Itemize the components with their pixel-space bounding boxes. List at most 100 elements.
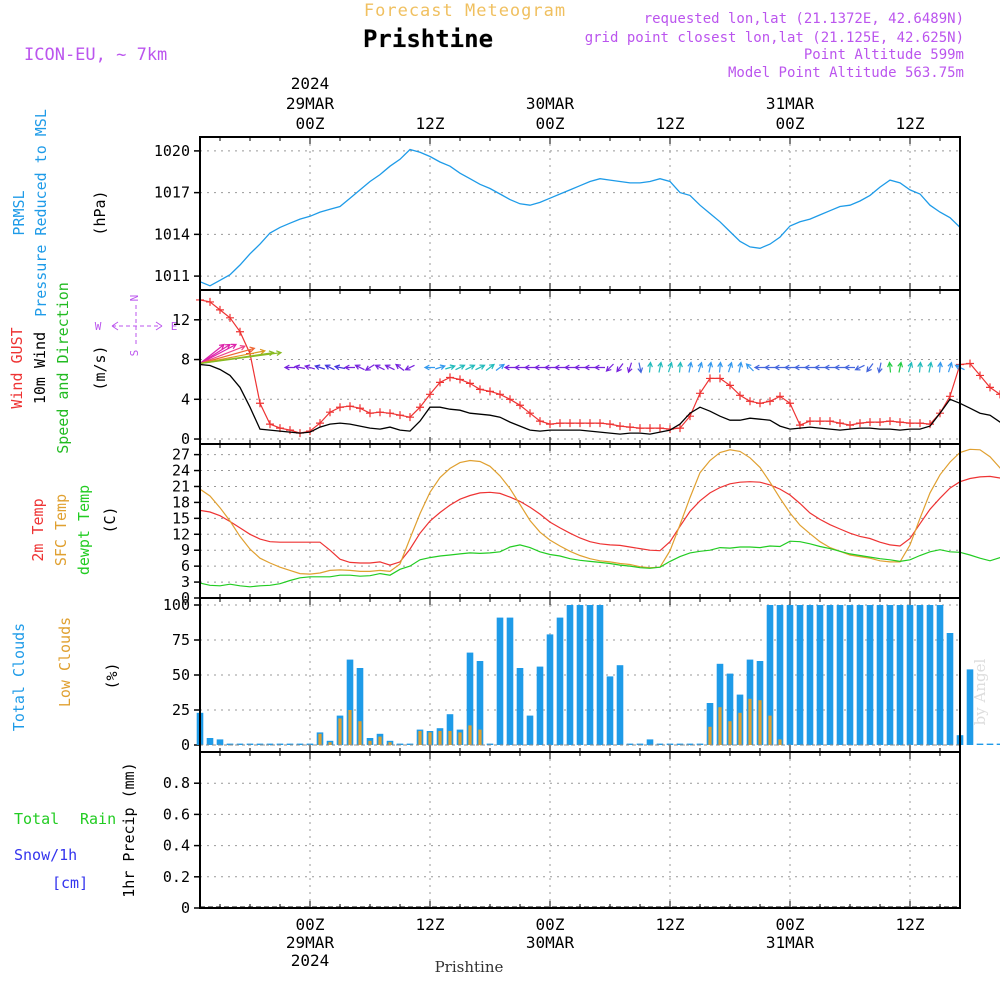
- total-cloud-bar: [506, 617, 514, 745]
- total-cloud-bar: [916, 605, 924, 745]
- wind-direction-arrow: [707, 361, 714, 373]
- wind-direction-arrow: [745, 363, 754, 372]
- total-cloud-bar: [886, 605, 894, 745]
- wind-direction-arrow: [455, 364, 466, 371]
- low-cloud-bar: [368, 740, 372, 745]
- wind-direction-arrow: [324, 364, 335, 371]
- gust-marker: [326, 408, 334, 417]
- y-tick-label: 24: [172, 462, 190, 480]
- total-cloud-bar: [486, 743, 494, 745]
- wind-line: [199, 363, 1000, 435]
- prmsl-long-label: Pressure Reduced to MSL: [32, 109, 50, 317]
- gust-marker: [386, 409, 394, 418]
- y-tick-label: 0: [181, 736, 190, 754]
- gust-marker: [516, 401, 524, 410]
- total-cloud-bar: [236, 743, 244, 745]
- low-cloud-bar: [338, 718, 342, 745]
- wind-direction-arrow: [616, 363, 624, 373]
- total-cloud-bar: [256, 743, 264, 745]
- low-cloud-bar: [728, 721, 732, 745]
- footer-place: Prishtine: [435, 958, 504, 976]
- wind-direction-arrow: [533, 364, 545, 371]
- total-cloud-bar: [896, 605, 904, 745]
- gust-marker: [916, 419, 924, 428]
- wind-direction-arrow: [394, 363, 405, 371]
- y-tick-label: 50: [172, 666, 190, 684]
- gust-marker: [696, 389, 704, 398]
- wind-direction-arrow: [843, 364, 855, 371]
- wind-direction-arrow: [717, 361, 723, 373]
- y-tick-label: 12: [172, 525, 190, 543]
- total-cloud-bar: [826, 605, 834, 745]
- gust-marker: [256, 399, 264, 408]
- gust-marker: [826, 417, 834, 426]
- wind-direction-arrow: [435, 364, 446, 371]
- wind-direction-arrow: [384, 364, 395, 371]
- gust-marker: [566, 419, 574, 428]
- y-tick-label: 6: [181, 557, 190, 575]
- total-cloud-bar: [646, 739, 654, 745]
- gust-marker: [236, 327, 244, 336]
- gust-marker: [526, 409, 534, 418]
- compass-e: E: [171, 320, 178, 333]
- total-cloud-bar: [356, 668, 364, 745]
- prmsl-line: [199, 148, 961, 287]
- model-altitude: Model Point Altitude 563.75m: [728, 65, 964, 81]
- gust-marker: [906, 419, 914, 428]
- total-cloud-bar: [926, 605, 934, 745]
- gust-marker: [586, 419, 594, 428]
- gust-marker: [626, 423, 634, 432]
- low-cloud-bar: [738, 712, 742, 745]
- wind-direction-arrow: [907, 361, 914, 373]
- total-cloud-bar: [836, 605, 844, 745]
- gust-marker: [616, 422, 624, 431]
- total-cloud-bar: [616, 665, 624, 745]
- total-cloud-bar: [946, 633, 954, 745]
- compass-w: W: [95, 320, 102, 333]
- total-cloud-bar: [776, 605, 784, 745]
- gust-label: Wind GUST: [8, 327, 26, 408]
- gust-marker: [606, 420, 614, 429]
- gust-marker: [396, 411, 404, 420]
- gust-marker: [996, 390, 1000, 399]
- bottom-time-label: 29MAR: [286, 933, 335, 952]
- gust-marker: [336, 403, 344, 412]
- total-cloud-bar: [216, 739, 224, 745]
- wind-direction-arrow: [937, 361, 943, 373]
- gust-marker: [816, 417, 824, 426]
- total-cloud-bar: [816, 605, 824, 745]
- place-title: Prishtine: [363, 25, 493, 53]
- wind-direction-arrow: [876, 362, 883, 374]
- total-cloud-bar: [976, 743, 984, 745]
- top-time-label: 30MAR: [526, 94, 575, 113]
- total-cloud-bar: [996, 743, 1000, 745]
- gust-marker: [436, 378, 444, 387]
- wind-direction-arrow: [374, 364, 385, 371]
- wind-direction-arrow: [667, 361, 674, 373]
- wind-direction-arrow: [647, 361, 653, 373]
- wind-direction-arrow: [947, 361, 954, 373]
- precip-unit: 1hr Precip (mm): [120, 762, 138, 897]
- total-cloud-bar: [686, 743, 694, 745]
- total-cloud-bar: [766, 605, 774, 745]
- bottom-time-label: 00Z: [536, 915, 565, 934]
- total-cloud-bar: [666, 743, 674, 745]
- y-tick-label: 0: [181, 589, 190, 607]
- gust-marker: [736, 391, 744, 400]
- wind-direction-arrow: [793, 364, 805, 371]
- wind-direction-arrow: [563, 364, 575, 371]
- gust-marker: [726, 381, 734, 390]
- wind-direction-arrow: [773, 364, 785, 371]
- gust-marker: [856, 419, 864, 428]
- prmsl-unit: (hPa): [91, 190, 109, 235]
- gust-marker: [376, 408, 384, 417]
- low-cloud-bar: [748, 698, 752, 745]
- grid-point-coords: grid point closest lon,lat (21.125E, 42.…: [585, 30, 964, 46]
- total-cloud-bar: [876, 605, 884, 745]
- point-altitude: Point Altitude 599m: [804, 47, 964, 63]
- total-cloud-bar: [206, 738, 214, 745]
- gust-marker: [596, 419, 604, 428]
- low-cloud-bar: [758, 700, 762, 745]
- y-tick-label: 0: [181, 899, 190, 917]
- top-time-label: 00Z: [776, 114, 805, 133]
